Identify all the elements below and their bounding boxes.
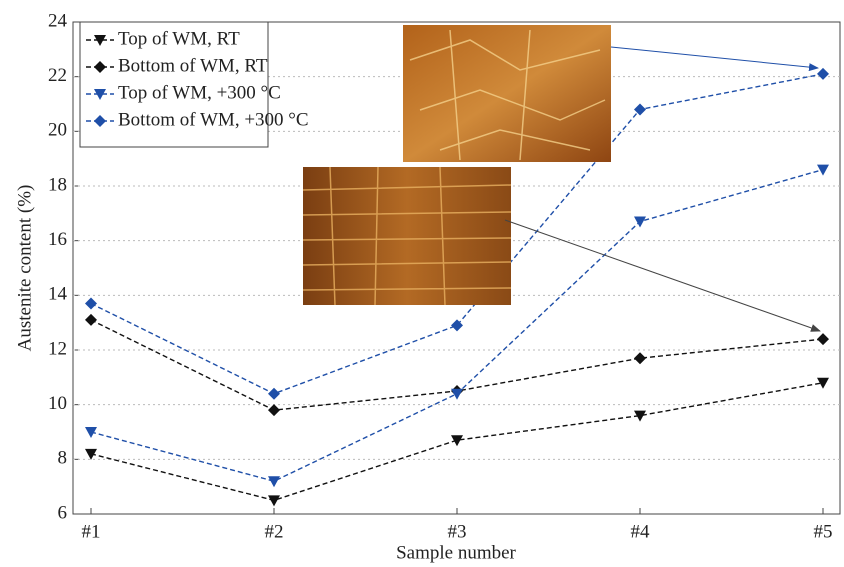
marker — [268, 404, 280, 417]
marker — [634, 410, 646, 422]
marker — [94, 35, 106, 46]
y-tick-label: 6 — [58, 502, 68, 523]
x-tick-label: #2 — [265, 521, 284, 542]
marker — [85, 297, 97, 310]
marker — [94, 61, 106, 73]
x-tick-label: #5 — [814, 521, 833, 542]
y-tick-label: 22 — [48, 65, 67, 86]
marker — [634, 352, 646, 365]
micrograph-texture — [302, 166, 512, 306]
legend-label: Bottom of WM, +300 °C — [118, 109, 309, 130]
marker — [94, 115, 106, 127]
x-axis-label: Sample number — [396, 542, 516, 563]
y-tick-label: 24 — [48, 10, 68, 31]
y-tick-label: 8 — [58, 448, 68, 469]
y-tick-label: 12 — [48, 338, 67, 359]
series-line — [90, 73, 824, 395]
micrograph-inset — [303, 167, 511, 305]
x-tick-label: #3 — [448, 521, 467, 542]
marker — [94, 89, 106, 100]
marker — [817, 164, 829, 176]
arrow — [504, 219, 821, 332]
marker — [85, 313, 97, 326]
series-line — [90, 382, 824, 502]
marker — [268, 495, 280, 507]
y-tick-label: 10 — [48, 393, 67, 414]
marker — [451, 388, 463, 400]
legend-label: Top of WM, RT — [118, 28, 240, 49]
y-axis-label: Austenite content (%) — [14, 185, 35, 352]
y-tick-label: 16 — [48, 229, 67, 250]
marker — [817, 67, 829, 80]
y-tick-label: 18 — [48, 174, 67, 195]
marker — [268, 476, 280, 488]
x-tick-label: #1 — [82, 521, 101, 542]
marker — [817, 377, 829, 389]
marker — [268, 387, 280, 400]
x-tick-label: #4 — [631, 521, 651, 542]
marker — [634, 103, 646, 116]
arrow — [610, 46, 819, 72]
legend-label: Bottom of WM, RT — [118, 55, 268, 76]
marker — [85, 448, 97, 460]
marker — [634, 216, 646, 228]
micrograph-inset — [403, 25, 611, 162]
marker — [451, 435, 463, 447]
y-tick-label: 20 — [48, 120, 67, 141]
legend-box — [79, 21, 269, 148]
legend-label: Top of WM, +300 °C — [118, 82, 281, 103]
marker — [85, 427, 97, 438]
micrograph-texture — [409, 29, 606, 161]
y-tick-label: 14 — [48, 284, 68, 305]
marker — [817, 333, 829, 346]
marker — [451, 319, 463, 332]
